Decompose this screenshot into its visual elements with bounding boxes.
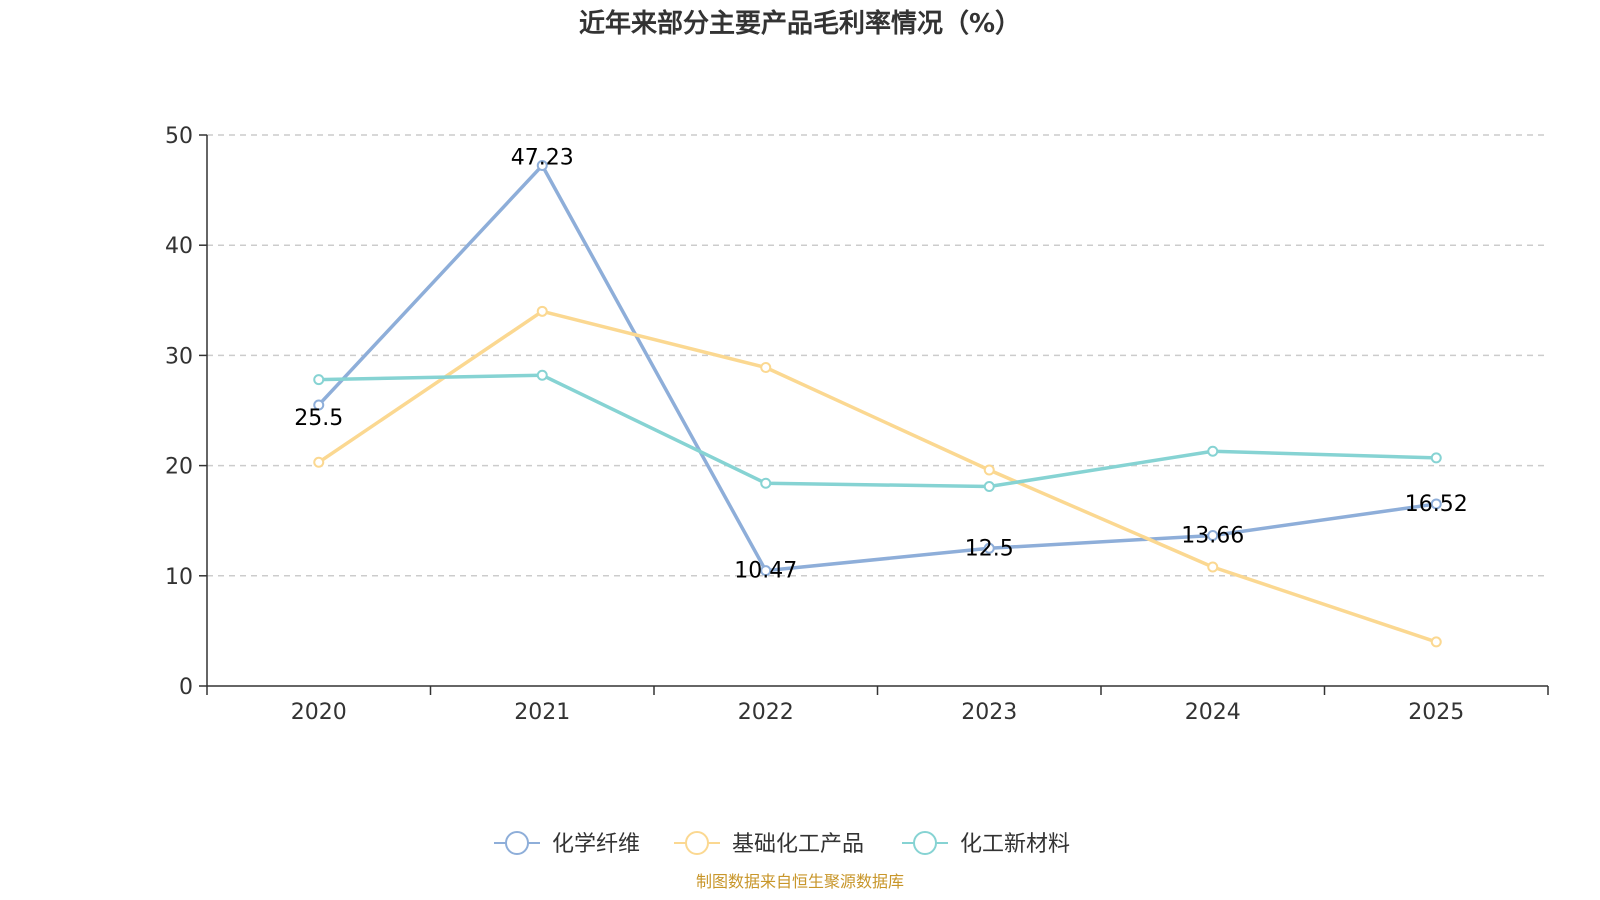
y-tick-label: 20: [165, 455, 193, 480]
series-1-point: [983, 542, 995, 554]
legend-item-3: 化工新材料: [902, 831, 1070, 857]
series-1-point: [313, 399, 325, 411]
x-tick-label: 2022: [738, 700, 794, 725]
legend-label: 化工新材料: [960, 832, 1070, 857]
series-1-point: [536, 160, 548, 172]
series-1-point: [1207, 529, 1219, 541]
legend-marker: [685, 831, 709, 855]
series-3-point: [760, 477, 772, 489]
series-line-1: [317, 163, 1438, 573]
legend-marker: [913, 831, 937, 855]
data-label: 25.5: [294, 406, 343, 431]
data-label: 16.52: [1405, 492, 1468, 517]
data-label: 12.5: [965, 536, 1014, 561]
series-2-point: [313, 456, 325, 468]
series-1-point: [1430, 498, 1442, 510]
x-tick-label: 2021: [514, 700, 570, 725]
series-1-point: [760, 565, 772, 577]
data-label: 10.47: [734, 559, 797, 584]
legend: 化学纤维 基础化工产品 化工新材料: [494, 831, 1070, 857]
series-2-point: [983, 464, 995, 476]
series-2-point: [1430, 636, 1442, 648]
legend-item-2: 基础化工产品: [674, 831, 864, 857]
data-label: 47.23: [511, 146, 574, 171]
series-2-point: [1207, 561, 1219, 573]
legend-label: 基础化工产品: [732, 832, 864, 857]
x-tick-label: 2023: [961, 700, 1017, 725]
x-tick-label: 2024: [1185, 700, 1241, 725]
series-2-point: [536, 305, 548, 317]
axis-layer: 0 10 20 30 40 50 2020 2021 2022 2023 2024 2025: [165, 124, 1549, 725]
y-tick-label: 30: [165, 344, 193, 369]
y-tick-label: 40: [165, 234, 193, 259]
x-tick-label: 2025: [1408, 700, 1464, 725]
series-3-point: [983, 481, 995, 493]
chart-title: 近年来部分主要产品毛利率情况（%）: [579, 8, 1021, 39]
x-tick-label: 2020: [291, 700, 347, 725]
legend-marker: [505, 831, 529, 855]
y-tick-label: 50: [165, 124, 193, 149]
data-label: 13.66: [1181, 523, 1244, 548]
series-line-2: [317, 309, 1438, 644]
grid-layer: [207, 134, 1548, 577]
series-line-3: [317, 373, 1438, 489]
series-3-point: [1430, 452, 1442, 464]
series-2-point: [760, 362, 772, 374]
y-tick-label: 0: [179, 675, 193, 700]
y-tick-label: 10: [165, 565, 193, 590]
series-layer: [313, 160, 1442, 648]
source-note: 制图数据来自恒生聚源数据库: [696, 872, 904, 891]
series-3-point: [1207, 445, 1219, 457]
legend-label: 化学纤维: [552, 832, 640, 857]
series-3-point: [313, 374, 325, 386]
series-3-point: [536, 369, 548, 381]
data-label-layer: 25.5 47.23 10.47 12.5 13.66 16.52: [294, 146, 1467, 584]
legend-item-1: 化学纤维: [494, 831, 640, 857]
